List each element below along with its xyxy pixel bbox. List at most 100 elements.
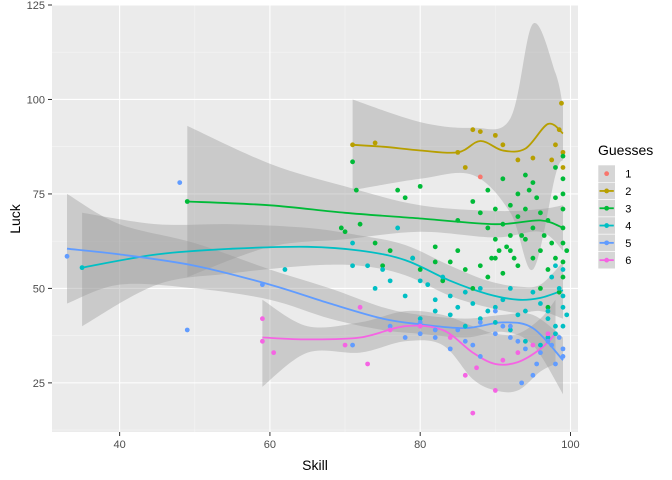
data-point-3: [357, 221, 363, 227]
legend-point-1: [604, 171, 610, 177]
data-point-4: [523, 308, 528, 314]
data-point-4: [545, 316, 551, 322]
data-point-5: [507, 335, 513, 340]
axis-ticks: 40 60 80 100 25 50 75 100 125: [27, 0, 580, 451]
data-point-3: [519, 233, 525, 238]
x-tick-label: 100: [561, 439, 579, 451]
data-point-3: [560, 259, 566, 265]
x-axis-title: Skill: [302, 457, 328, 473]
data-point-3: [560, 153, 566, 159]
data-point-4: [425, 282, 431, 288]
data-point-3: [402, 195, 408, 201]
data-point-5: [538, 350, 543, 356]
data-point-6: [545, 331, 551, 337]
data-point-3: [350, 159, 355, 165]
data-point-3: [477, 263, 483, 269]
data-point-6: [447, 335, 453, 340]
data-point-4: [395, 225, 401, 231]
data-point-4: [365, 263, 370, 269]
data-point-3: [560, 240, 566, 246]
smooth-line-5: [66, 247, 564, 361]
smooth-line-3: [187, 200, 564, 229]
data-point-4: [560, 267, 566, 272]
data-point-4: [538, 301, 543, 306]
data-point-3: [462, 267, 468, 272]
data-point-4: [549, 274, 555, 280]
data-point-4: [560, 323, 566, 329]
data-point-2: [462, 165, 468, 170]
data-point-5: [462, 338, 468, 344]
y-tick-label: 125: [27, 0, 45, 12]
data-point-3: [530, 255, 536, 261]
data-point-4: [350, 263, 355, 269]
data-point-3: [470, 199, 476, 204]
data-point-3: [417, 267, 423, 272]
data-point-3: [380, 263, 386, 269]
data-point-4: [432, 297, 438, 303]
data-point-2: [515, 157, 521, 163]
smooth-line-6: [262, 324, 557, 366]
data-point-4: [462, 323, 468, 329]
legend-label-2: 2: [625, 186, 631, 198]
data-point-5: [447, 346, 453, 352]
data-point-6: [342, 342, 348, 348]
data-point-4: [410, 255, 416, 261]
y-tick-label: 25: [33, 378, 45, 390]
data-point-3: [545, 217, 551, 223]
data-point-3: [560, 274, 566, 280]
data-point-2: [560, 149, 566, 155]
data-point-3: [184, 199, 190, 204]
data-point-5: [515, 338, 521, 344]
data-point-5: [560, 346, 566, 352]
data-point-4: [432, 308, 438, 314]
data-point-3: [417, 183, 423, 189]
data-point-3: [534, 195, 540, 201]
data-point-3: [455, 248, 461, 254]
data-point-3: [455, 217, 461, 223]
data-point-2: [455, 149, 461, 155]
data-point-6: [462, 372, 468, 378]
data-point-3: [538, 248, 543, 254]
data-point-3: [395, 187, 401, 193]
data-point-3: [523, 172, 528, 178]
legend-label-1: 1: [625, 169, 631, 181]
data-point-5: [177, 180, 183, 186]
data-point-4: [545, 308, 551, 314]
data-point-4: [455, 304, 461, 310]
data-points: [64, 100, 570, 416]
data-point-3: [504, 244, 510, 250]
data-point-5: [556, 335, 562, 340]
data-point-5: [560, 354, 566, 359]
data-point-3: [553, 255, 558, 261]
data-point-5: [260, 282, 265, 288]
legend-point-5: [604, 240, 610, 246]
data-point-5: [432, 327, 438, 333]
data-point-2: [556, 127, 562, 133]
data-point-4: [538, 342, 543, 348]
data-point-3: [492, 236, 498, 242]
data-point-4: [417, 316, 423, 322]
smooth-line-4: [81, 245, 564, 301]
data-point-3: [470, 286, 476, 291]
data-point-3: [523, 236, 528, 242]
confidence-band-5: [67, 193, 563, 395]
data-point-2: [492, 132, 498, 138]
data-point-3: [387, 248, 393, 254]
smooth-lines: [66, 122, 564, 366]
data-point-5: [470, 342, 476, 348]
data-point-4: [380, 267, 386, 272]
data-point-4: [556, 286, 562, 291]
legend-point-4: [604, 223, 610, 228]
data-point-6: [260, 338, 265, 344]
confidence-band-6: [262, 299, 556, 393]
data-point-5: [553, 361, 558, 367]
data-point-3: [353, 187, 359, 193]
data-point-5: [500, 323, 506, 329]
data-point-4: [477, 286, 483, 291]
data-point-2: [500, 142, 506, 148]
data-point-5: [523, 346, 528, 352]
data-point-4: [477, 316, 483, 322]
data-point-2: [549, 157, 555, 163]
data-point-6: [271, 350, 277, 356]
